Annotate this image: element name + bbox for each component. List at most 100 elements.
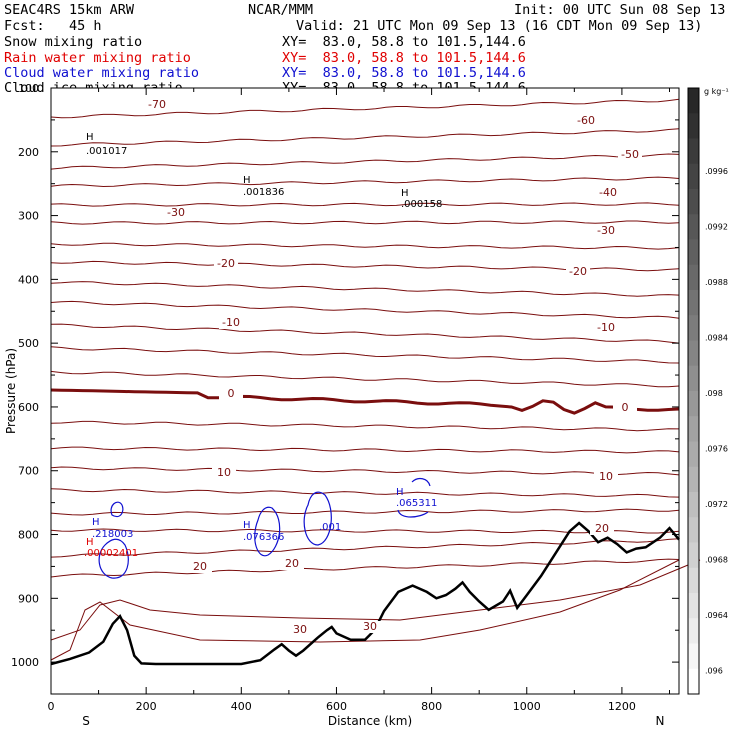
colorbar: g kg⁻¹ .0996 .0992 .0988 .0984 .098 .0976 .0972… [687,87,729,695]
colorbar-swatch [688,466,699,493]
isotherm-line [50,559,680,661]
y-axis-label: Pressure (hPa) [4,348,18,434]
x-tick-label: 200 [136,700,157,713]
colorbar-swatch [688,542,699,569]
isotherm-line [50,220,680,225]
colorbar-label: .0972 [705,500,728,509]
colorbar-label: .098 [705,389,723,398]
colorbar-label: .0968 [705,556,728,565]
isotherm-line [50,466,680,476]
colorbar-swatch [688,643,699,670]
isotherm-label: 0 [622,401,629,414]
isotherm-line [50,388,680,415]
cloud-contour-label: .001 [319,522,341,533]
colorbar-swatch [688,264,699,291]
y-tick-label: 100 [18,82,39,95]
isotherm-label-bg [188,561,212,573]
x-tick-label: 600 [326,700,347,713]
isotherm-line [50,323,680,344]
colorbar-swatch [688,340,699,367]
maximum-marker: H [86,132,94,143]
cloud-water-contour [98,538,129,579]
isotherm-label-bg [590,523,614,535]
isotherm-label: 20 [193,560,207,573]
cloud-water-contour [254,506,281,557]
isotherm-line [50,176,680,188]
colorbar-swatch [688,214,699,240]
field-rain-name: Rain water mixing ratio [4,50,191,66]
maximum-value: .000158 [401,199,442,210]
colorbar-swatch [688,416,699,442]
x-end-right-label: N [656,714,665,728]
field-cloudwater-name: Cloud water mixing ratio [4,65,200,81]
isotherm-label-bg [280,558,304,570]
colorbar-swatch [688,517,699,543]
x-tick-label: 1200 [608,700,636,713]
isotherm-label: 10 [217,466,231,479]
isotherm-label: -40 [599,186,617,199]
isotherm-label: 20 [285,557,299,570]
isotherm-label-bg [594,322,618,334]
colorbar-swatch [688,593,699,619]
isotherm-label: -20 [569,265,587,278]
y-tick-label: 700 [18,465,39,478]
isotherm-label-bg [219,388,243,400]
isotherm-label-bg [596,187,620,199]
y-tick-label: 400 [18,273,39,286]
colorbar-swatch [688,441,699,468]
colorbar-swatch [688,189,699,215]
isotherm-label: -60 [577,114,595,127]
isotherm-label-bg [219,317,243,329]
colorbar-swatch [688,618,699,644]
cloud-water-contour [397,477,431,518]
center-label: NCAR/MMM [248,2,314,18]
isotherm-label: -10 [222,316,240,329]
y-tick-label: 900 [18,592,39,605]
isotherm-label-bg [214,258,238,270]
x-axis-label: Distance (km) [328,714,412,728]
isotherm-line [50,370,680,388]
isotherm-label-bg [212,467,236,479]
isotherm-line [50,538,680,558]
colorbar-label: .096 [705,667,723,676]
isotherm-label-bg [164,207,188,219]
isotherm-label: 10 [599,470,613,483]
isotherm-label-bg [288,624,312,636]
colorbar-swatch [688,239,699,266]
temperature-contours [50,98,701,661]
colorbar-label: .0964 [705,611,728,620]
cloud-water-contour [303,491,332,546]
colorbar-swatch [688,668,699,695]
maximum-value: .001836 [243,187,284,198]
isotherm-label: 20 [595,522,609,535]
maximum-marker: H [92,517,100,528]
colorbar-swatch [688,138,699,165]
x-tick-label: 800 [421,700,442,713]
isotherm-line [50,559,701,641]
field-snow-xy: XY= 83.0, 58.8 to 101.5,144.6 [282,34,526,50]
y-tick-label: 200 [18,146,39,159]
isotherm-label: -20 [217,257,235,270]
isotherm-line [50,202,680,207]
isotherm-line [50,128,680,147]
colorbar-frame [687,87,700,695]
colorbar-label: .0992 [705,223,728,232]
isotherm-line [50,446,680,454]
field-cloudwater-xy: XY= 83.0, 58.8 to 101.5,144.6 [282,65,526,81]
colorbar-swatch [688,315,699,341]
colorbar-label: .0976 [705,445,728,454]
model-title: SEAC4RS 15km ARW [4,2,135,18]
isotherm-line [50,281,680,297]
isotherm-label: 0 [228,387,235,400]
field-rain-xy: XY= 83.0, 58.8 to 101.5,144.6 [282,50,526,66]
isotherm-label-bg [594,225,618,237]
maximum-value: .001017 [86,146,127,157]
colorbar-label: .0996 [705,167,728,176]
isotherm-label: -50 [621,148,639,161]
isotherm-label: 30 [363,620,377,633]
colorbar-swatch [688,88,699,114]
isotherm-line [50,242,680,250]
y-tick-label: 500 [18,337,39,350]
